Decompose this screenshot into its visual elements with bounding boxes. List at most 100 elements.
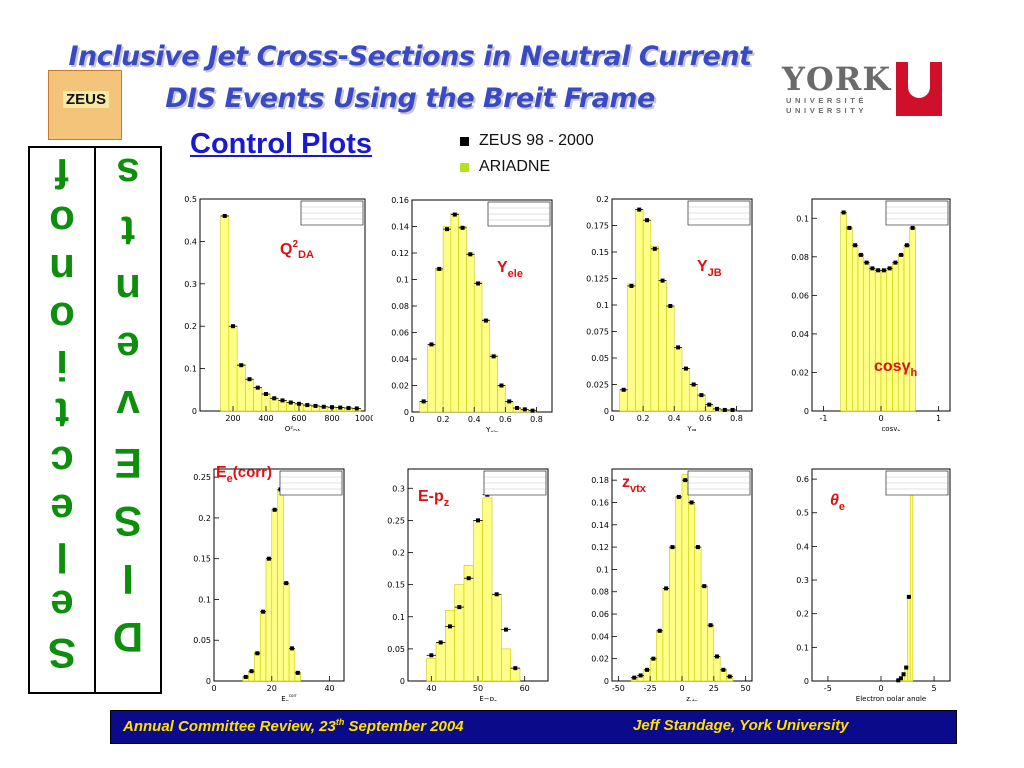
- legend: ZEUS 98 - 2000 ARIADNE: [460, 128, 594, 180]
- mc-bar: [874, 270, 882, 412]
- data-point: [893, 260, 898, 265]
- data-point: [722, 407, 727, 412]
- x-tick-label: 0: [679, 684, 684, 693]
- vertical-letter: t: [121, 208, 135, 255]
- york-line2: UNIVERSITY: [786, 106, 868, 115]
- data-point: [448, 624, 452, 629]
- x-tick-label: 0.6: [699, 414, 712, 423]
- data-point: [858, 252, 863, 257]
- vertical-letter: S: [48, 630, 77, 677]
- y-tick-label: 0.05: [193, 636, 211, 645]
- x-axis-label-sub: ele: [490, 430, 498, 432]
- plot-yele: 0 0.02 0.04 0.06 0.08 0.1 0.12 0.14 0.16 0 0.2 0.4 0…: [391, 196, 553, 432]
- variable-label-sub: h: [910, 367, 917, 379]
- mc-bar: [271, 509, 278, 682]
- vertical-letter: S: [114, 498, 143, 545]
- data-point: [468, 252, 473, 257]
- legend-square-icon: [460, 162, 469, 172]
- y-tick-label: 0.025: [586, 381, 609, 390]
- vertical-letter: s: [116, 150, 140, 197]
- plot-ee: 00.050.10.150.20.2502040EecorrEe(corr): [193, 465, 345, 701]
- data-point: [689, 500, 694, 505]
- y-tick-label: 0: [192, 407, 197, 416]
- y-tick-label: 0.04: [791, 330, 809, 339]
- x-tick-label: 400: [258, 414, 273, 423]
- data-point: [266, 556, 271, 561]
- footer-date-tail: September 2004: [344, 718, 464, 735]
- variable-label-sub: ele: [508, 268, 523, 280]
- data-point: [683, 478, 688, 483]
- y-tick-label: 0.5: [796, 509, 809, 518]
- data-point: [887, 266, 892, 271]
- york-u-mark: [896, 60, 942, 116]
- control-plots-heading: Control Plots: [190, 128, 373, 160]
- data-point: [255, 651, 260, 656]
- mc-bar: [253, 387, 263, 412]
- data-point: [438, 640, 443, 645]
- data-point: [715, 654, 719, 659]
- y-tick-label: 0.3: [184, 280, 197, 289]
- y-tick-label: 0.125: [586, 275, 609, 284]
- x-tick-label: 60: [520, 684, 530, 693]
- data-point: [901, 672, 906, 677]
- vertical-letter: o: [49, 198, 75, 245]
- mc-bar: [619, 389, 628, 412]
- mc-bar: [445, 610, 455, 682]
- x-tick-label: 0.4: [668, 414, 681, 423]
- york-line1: UNIVERSITÉ: [786, 96, 868, 105]
- data-point: [243, 674, 248, 679]
- data-point: [313, 403, 318, 408]
- y-tick-label: 0.08: [391, 302, 409, 311]
- data-point: [466, 576, 471, 581]
- data-point: [507, 399, 512, 404]
- x-axis-label: zvtx: [686, 695, 698, 701]
- data-point: [730, 407, 735, 412]
- y-tick-label: 0.1: [392, 613, 405, 622]
- mc-bar: [840, 212, 847, 412]
- data-point: [515, 406, 519, 411]
- x-axis-label-sub: e: [286, 699, 289, 701]
- x-tick-label: 0.8: [530, 415, 543, 424]
- data-point: [637, 207, 642, 212]
- x-tick-label: 40: [426, 684, 436, 693]
- mc-bar: [650, 246, 659, 412]
- data-point: [452, 212, 457, 217]
- data-point: [707, 402, 712, 407]
- y-tick-label: 0.12: [391, 249, 409, 258]
- y-tick-label: 0.2: [184, 322, 197, 331]
- mc-bar: [442, 226, 452, 413]
- mc-bar: [658, 280, 667, 412]
- x-tick-label: 50: [741, 684, 751, 693]
- x-tick-label: 0.8: [730, 414, 743, 423]
- data-point: [904, 665, 909, 670]
- mc-bar: [277, 489, 284, 682]
- x-tick-label: 40: [324, 684, 334, 693]
- y-tick-label: 0.1: [796, 643, 809, 652]
- data-point: [445, 227, 449, 232]
- mc-bar: [857, 254, 865, 412]
- data-point: [896, 678, 901, 683]
- x-axis-label-sub: vtx: [690, 699, 698, 701]
- x-tick-label: 1: [936, 414, 941, 423]
- mc-bar: [259, 611, 267, 682]
- data-point: [421, 399, 426, 404]
- y-tick-label: 0.6: [796, 475, 809, 484]
- data-point: [231, 324, 235, 329]
- mc-bar: [245, 378, 254, 412]
- vertical-letter: e: [50, 582, 74, 629]
- y-tick-label: 0.2: [596, 195, 609, 204]
- data-point: [645, 667, 649, 672]
- york-word: YORK: [782, 60, 892, 98]
- x-tick-label: 200: [225, 414, 240, 423]
- mc-bar: [491, 593, 502, 682]
- mc-bar: [666, 305, 675, 412]
- mc-bar: [886, 268, 893, 412]
- x-tick-label: 0: [409, 415, 414, 424]
- vertical-letter: i: [56, 342, 68, 389]
- mc-bar: [673, 347, 683, 412]
- x-tick-label: 20: [267, 684, 277, 693]
- y-tick-label: 0.1: [596, 565, 609, 574]
- data-point: [222, 213, 227, 218]
- data-point: [657, 628, 662, 633]
